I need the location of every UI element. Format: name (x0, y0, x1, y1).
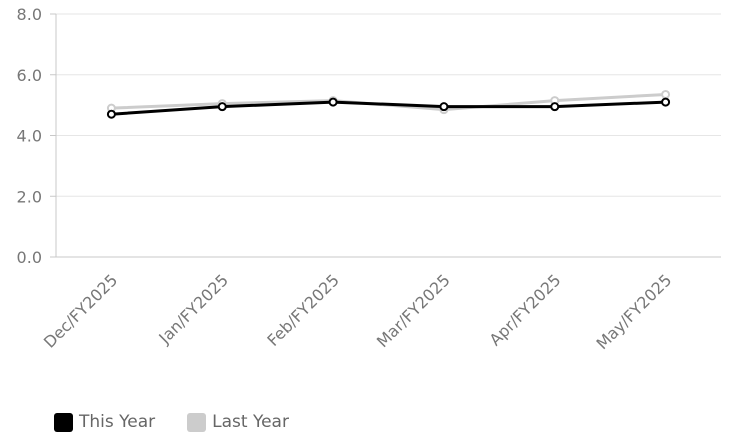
x-tick-label: Dec/FY2025 (40, 270, 121, 351)
legend-swatch-last-year (187, 412, 207, 432)
data-point-this-year[interactable] (439, 102, 449, 112)
data-point-this-year[interactable] (550, 102, 560, 112)
legend-label-last-year: Last Year (212, 412, 289, 432)
x-tick-label: Mar/FY2025 (373, 270, 454, 351)
x-axis: Dec/FY2025 Jan/FY2025 Feb/FY2025 Mar/FY2025… (40, 256, 721, 353)
series-layer (106, 89, 671, 119)
series-this-year (106, 97, 671, 119)
y-tick-label: 4.0 (17, 127, 42, 146)
data-point-this-year[interactable] (217, 102, 227, 112)
gridlines (56, 13, 721, 197)
series-line-this-year (109, 100, 668, 116)
legend-swatch-this-year (54, 412, 73, 432)
legend-label-this-year: This Year (79, 412, 156, 432)
y-tick-label: 0.0 (17, 248, 42, 267)
legend-item-last-year[interactable]: Last Year (187, 412, 289, 432)
legend: This Year Last Year (54, 412, 289, 432)
data-point-this-year[interactable] (328, 97, 338, 107)
y-axis: 0.0 2.0 4.0 6.0 8.0 (17, 5, 57, 267)
y-tick-label: 8.0 (17, 5, 42, 24)
data-point-this-year[interactable] (106, 109, 116, 119)
data-point-this-year[interactable] (661, 97, 671, 107)
legend-item-this-year[interactable]: This Year (54, 412, 155, 432)
y-tick-label: 6.0 (17, 66, 42, 85)
x-tick-label: Feb/FY2025 (263, 270, 342, 349)
x-tick-label: Apr/FY2025 (486, 270, 565, 349)
y-tick-label: 2.0 (17, 187, 42, 206)
x-tick-label: Jan/FY2025 (154, 270, 232, 348)
x-tick-label: May/FY2025 (593, 270, 676, 353)
data-point-last-year[interactable] (661, 89, 671, 99)
line-chart: 0.0 2.0 4.0 6.0 8.0 Dec/FY2025 Jan/FY2025 Feb/… (17, 5, 721, 353)
